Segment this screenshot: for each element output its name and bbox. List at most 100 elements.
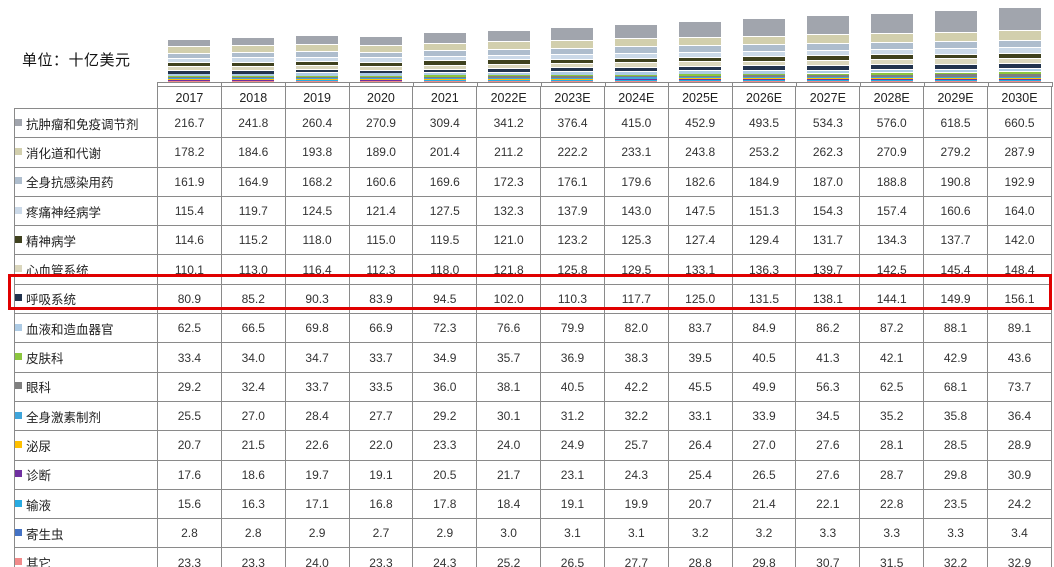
year-header-cell: 2018: [220, 86, 286, 109]
bar-segment: [615, 58, 658, 63]
value-cell: 182.6: [667, 166, 733, 197]
value-cell: 87.2: [859, 313, 925, 344]
bar-segment: [167, 76, 210, 78]
bar-segment: [295, 79, 338, 81]
value-cell: 176.1: [540, 166, 605, 197]
series-color-swatch: [15, 558, 22, 566]
bar-slot: [732, 0, 796, 82]
value-cell: 201.4: [412, 137, 478, 168]
bar-segment: [807, 73, 850, 75]
value-cell: 16.3: [220, 488, 286, 520]
bar-segment: [167, 59, 210, 63]
bar-segment: [807, 56, 850, 60]
bar-slot: [477, 0, 541, 82]
year-header-cell: 2022E: [476, 86, 542, 109]
bar-segment: [423, 78, 466, 80]
series-color-swatch: [15, 440, 22, 448]
bar-segment: [807, 79, 850, 81]
value-cell: 137.7: [923, 225, 988, 256]
series-color-swatch: [15, 265, 22, 273]
value-cell: 618.5: [923, 107, 988, 139]
bar-segment: [551, 48, 594, 54]
value-cell: 85.2: [220, 283, 286, 315]
value-cell: 27.7: [603, 547, 669, 567]
bar-segment: [998, 58, 1041, 63]
bar-segment: [935, 10, 978, 32]
value-cell: 36.9: [540, 342, 605, 373]
value-cell: 62.5: [157, 313, 222, 344]
value-cell: 129.5: [603, 254, 669, 285]
table-row: 诊断 17.6 18.6 19.7 19.1 20.5 21.7 23.1 24.3 25.4 26…: [14, 459, 1053, 490]
value-cell: 40.5: [731, 342, 797, 373]
bar-segment: [935, 74, 978, 77]
series-label: 眼科: [26, 381, 52, 396]
bar-segment: [359, 81, 402, 82]
bar-segment: [807, 76, 850, 79]
value-cell: 22.1: [795, 488, 861, 520]
value-cell: 33.9: [731, 400, 797, 432]
table-body: 抗肿瘤和免疫调节剂 216.7 241.8 260.4 270.9 309.4 341.2 3…: [14, 107, 1053, 567]
series-label: 寄生虫: [26, 527, 64, 542]
value-cell: 133.1: [667, 254, 733, 285]
bar-segment: [935, 78, 978, 80]
bar-segment: [871, 33, 914, 43]
bar-segment: [167, 79, 210, 81]
bar-segment: [487, 72, 530, 76]
year-header-cell: 2017: [157, 86, 222, 109]
value-cell: 151.3: [731, 195, 797, 227]
axis-tick: [988, 82, 990, 87]
value-cell: 262.3: [795, 137, 861, 168]
value-cell: 117.7: [603, 283, 669, 315]
bar-segment: [231, 81, 274, 82]
bar-segment: [743, 79, 786, 81]
value-cell: 43.6: [986, 342, 1053, 373]
bar-segment: [359, 78, 402, 80]
series-label: 疼痛神经病学: [26, 205, 102, 220]
bar-segment: [807, 74, 850, 77]
value-cell: 187.0: [795, 166, 861, 197]
value-cell: 115.0: [348, 225, 414, 256]
bar-segment: [231, 73, 274, 76]
bar-slot: [541, 0, 605, 82]
value-cell: 42.9: [923, 342, 988, 373]
bar-segment: [935, 79, 978, 81]
value-cell: 243.8: [667, 137, 733, 168]
bar-segment: [231, 80, 274, 82]
stacked-bar: [295, 35, 338, 82]
bar-segment: [167, 39, 210, 47]
bar-segment: [871, 78, 914, 79]
value-cell: 66.5: [220, 313, 286, 344]
value-cell: 24.0: [476, 430, 542, 461]
value-cell: 178.2: [157, 137, 222, 168]
bars-container: [157, 0, 1052, 82]
bar-segment: [487, 30, 530, 42]
value-cell: 86.2: [795, 313, 861, 344]
bar-segment: [295, 35, 338, 44]
bar-segment: [359, 66, 402, 70]
bar-segment: [359, 79, 402, 81]
bar-segment: [871, 80, 914, 81]
series-color-swatch: [15, 528, 22, 536]
value-cell: 27.6: [795, 430, 861, 461]
bar-segment: [998, 73, 1041, 77]
value-cell: 28.7: [859, 459, 925, 490]
bar-slot: [285, 0, 349, 82]
bar-segment: [231, 66, 274, 70]
axis-tick: [668, 82, 670, 87]
bar-segment: [615, 71, 658, 75]
table-row: 血液和造血器官 62.5 66.5 69.8 66.9 72.3 76.6 79.9 82.0 8…: [14, 313, 1053, 344]
value-cell: 22.6: [284, 430, 350, 461]
bar-segment: [743, 45, 786, 51]
bar-segment: [167, 81, 210, 82]
bar-segment: [743, 80, 786, 82]
bar-segment: [423, 77, 466, 79]
bar-slot: [413, 0, 477, 82]
value-cell: 22.8: [859, 488, 925, 520]
value-cell: 123.2: [540, 225, 605, 256]
bar-segment: [743, 19, 786, 36]
series-label: 全身抗感染用药: [26, 176, 114, 191]
bar-segment: [679, 66, 722, 71]
bar-segment: [615, 67, 658, 71]
value-cell: 270.9: [348, 107, 414, 139]
value-cell: 42.1: [859, 342, 925, 373]
